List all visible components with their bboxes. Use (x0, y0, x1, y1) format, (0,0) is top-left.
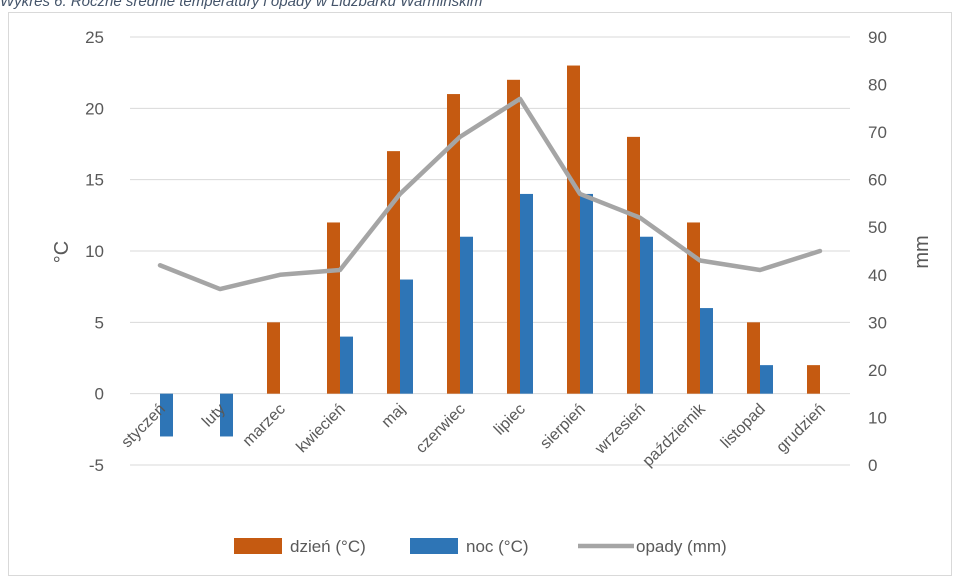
y-tick-label-left: 10 (85, 242, 104, 261)
y-tick-label-left: 25 (85, 28, 104, 47)
category-label: marzec (240, 401, 289, 450)
bar-day (627, 136, 640, 394)
legend-label-night: noc (°C) (466, 537, 529, 556)
y-tick-label-right: 50 (868, 218, 887, 237)
category-label: maj (379, 401, 409, 431)
gridlines (130, 36, 850, 466)
y-tick-label-right: 10 (868, 408, 887, 427)
y-tick-label-right: 0 (868, 456, 877, 475)
y-axis-title-right: mm (911, 235, 933, 268)
y-tick-label-right: 30 (868, 313, 887, 332)
category-label: listopad (718, 401, 769, 452)
y-tick-label-left: 15 (85, 171, 104, 190)
y-axis-title-left: °C (51, 241, 73, 263)
bar-night (460, 236, 473, 394)
bar-day (327, 222, 340, 394)
y-tick-label-left: 20 (85, 99, 104, 118)
y-tick-label-right: 60 (868, 171, 887, 190)
bar-night (520, 193, 533, 394)
bar-night (220, 393, 233, 437)
category-label: kwiecień (293, 401, 348, 456)
precipitation-line-group (157, 96, 823, 292)
bar-day (747, 322, 760, 394)
y-tick-label-right: 70 (868, 123, 887, 142)
bar-day (687, 222, 700, 394)
legend-swatch-day (234, 538, 282, 554)
bars-group (160, 65, 820, 437)
precipitation-line (157, 96, 823, 292)
legend: dzień (°C) noc (°C) opady (mm) (234, 537, 727, 556)
y-tick-label-left: 0 (95, 385, 104, 404)
chart-caption: Wykres 6. Roczne średnie temperatury i o… (0, 0, 483, 10)
y-tick-label-right: 20 (868, 361, 887, 380)
right-axis-ticks: 90 80 70 60 50 40 30 20 10 0 (868, 28, 887, 475)
y-tick-label-right: 90 (868, 28, 887, 47)
bar-day (807, 365, 820, 394)
legend-label-precipitation: opady (mm) (636, 537, 727, 556)
left-axis-ticks: 25 20 15 10 5 0 -5 (85, 28, 104, 475)
bar-night (340, 336, 353, 394)
category-label: czerwiec (413, 401, 469, 457)
bar-night (580, 193, 593, 394)
category-label: październik (640, 400, 710, 470)
category-label: wrzesień (591, 401, 648, 458)
bar-night (160, 393, 173, 437)
y-tick-label-left: 5 (95, 313, 104, 332)
bar-night (760, 365, 773, 394)
legend-label-day: dzień (°C) (290, 537, 366, 556)
y-tick-label-left: -5 (89, 456, 104, 475)
y-tick-label-right: 40 (868, 266, 887, 285)
bar-day (567, 65, 580, 394)
category-label: grudzień (773, 401, 828, 456)
bar-day (507, 79, 520, 394)
bar-day (267, 322, 280, 394)
bar-night (400, 279, 413, 394)
bar-night (640, 236, 653, 394)
category-label: sierpień (537, 401, 589, 453)
y-tick-label-right: 80 (868, 76, 887, 95)
bar-day (387, 151, 400, 394)
bar-day (447, 94, 460, 394)
bar-night (700, 308, 713, 394)
category-label: lipiec (491, 401, 529, 439)
legend-swatch-night (410, 538, 458, 554)
chart-frame (8, 12, 952, 576)
